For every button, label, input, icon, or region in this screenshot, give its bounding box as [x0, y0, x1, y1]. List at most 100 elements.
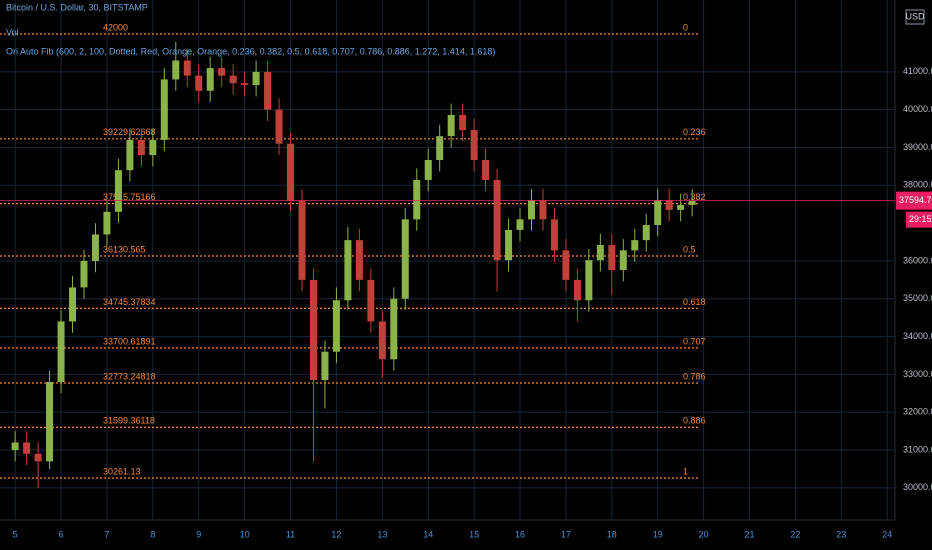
candle-body [447, 114, 455, 137]
fib-ratio-label: 1 [683, 466, 688, 476]
candle-body [413, 180, 421, 220]
candle-body [264, 71, 272, 110]
y-tick-label: 36000.00 [903, 255, 932, 265]
candle-body [344, 240, 352, 301]
candle-body [550, 219, 558, 251]
fib-ratio-label: 0.382 [683, 192, 706, 202]
candle-body [275, 109, 283, 144]
x-tick-label: 5 [13, 529, 18, 539]
price-tag [896, 191, 932, 210]
fib-price-label: 31599.36118 [103, 416, 155, 426]
countdown-tag [906, 211, 932, 228]
fib-price-label: 32773.24818 [103, 371, 156, 381]
x-tick-label: 20 [699, 529, 709, 539]
currency[interactable]: USD [905, 11, 925, 21]
fib-price-label: 33700.61891 [103, 336, 156, 346]
candles [11, 41, 696, 488]
y-tick-label: 32000.00 [903, 407, 932, 417]
candle-body [459, 114, 467, 131]
candle-body [585, 260, 593, 301]
x-tick-label: 6 [59, 529, 64, 539]
x-tick-label: 21 [744, 529, 754, 539]
candle-body [596, 245, 604, 261]
candle-body [23, 442, 31, 454]
indicator-label: Ori Auto Fib (600, 2, 100, Dotted, Red, … [6, 46, 495, 56]
fib-price-label: 39229.62668 [103, 127, 156, 137]
candle-body [195, 75, 203, 91]
y-tick-label: 35000.00 [903, 293, 932, 303]
candle-body [229, 75, 237, 84]
candle-body [608, 245, 616, 271]
candle-body [688, 200, 696, 205]
candle-body [137, 139, 145, 156]
x-tick-label: 23 [836, 529, 846, 539]
candle-body [401, 219, 409, 299]
y-tick-label: 31000.00 [903, 444, 932, 454]
candle-body [309, 279, 317, 381]
candle-body [527, 200, 535, 220]
candle-body [665, 200, 673, 210]
y-tick-label: 34000.00 [903, 331, 932, 341]
x-tick-label: 16 [515, 529, 525, 539]
candle-body [218, 68, 226, 76]
x-tick-label: 7 [104, 529, 109, 539]
fib-price-label: 34745.37834 [103, 297, 156, 307]
candle-body [287, 143, 295, 201]
candle-body [654, 200, 662, 226]
fib-price-label: 42000 [103, 22, 128, 32]
fib-price-label: 37515.75166 [103, 192, 156, 202]
candle-body [252, 71, 260, 86]
candle-body [103, 211, 111, 235]
candle-body [126, 139, 134, 171]
candle-body [482, 159, 490, 181]
candle-body [573, 279, 581, 301]
candle-body [355, 240, 363, 280]
candle-body [562, 250, 570, 280]
x-tick-label: 10 [240, 529, 250, 539]
candle-body [80, 260, 88, 288]
price-tag-label: 37594.79 [899, 195, 932, 205]
candle-body [436, 136, 444, 160]
y-tick-label: 33000.00 [903, 369, 932, 379]
x-tick-label: 13 [377, 529, 387, 539]
candle-body [160, 79, 168, 140]
candle-body [57, 321, 65, 382]
x-tick-label: 22 [790, 529, 800, 539]
fib-ratio-label: 0.886 [683, 416, 706, 426]
candle-body [505, 229, 513, 261]
candle-body [69, 287, 77, 322]
x-tick-label: 8 [150, 529, 155, 539]
candle-body [114, 170, 122, 212]
candle-body [332, 300, 340, 352]
y-tick-label: 30000.00 [903, 482, 932, 492]
candle-body [11, 442, 19, 451]
y-tick-label: 38000.00 [903, 180, 932, 190]
currency-box[interactable] [905, 9, 925, 25]
candle-body [378, 321, 386, 360]
candle-body [321, 351, 329, 381]
candle-body [206, 68, 214, 91]
candle-body [91, 234, 99, 261]
candle-body [183, 60, 191, 76]
fib-ratio-label: 0.786 [683, 371, 706, 381]
y-tick-label: 39000.00 [903, 142, 932, 152]
candle-body [493, 180, 501, 261]
candle-body [34, 453, 42, 462]
candle-body [619, 250, 627, 271]
x-tick-label: 12 [331, 529, 341, 539]
candle-body [677, 204, 685, 210]
candle-body [149, 139, 157, 156]
fib-price-label: 36130.565 [103, 244, 146, 254]
candle-body [424, 159, 432, 181]
candle-body [298, 200, 306, 280]
fib-price-label: 30261.13 [103, 466, 141, 476]
x-tick-label: 17 [561, 529, 571, 539]
candle-body [539, 200, 547, 220]
y-tick-label: 41000.00 [903, 66, 932, 76]
fib-levels: 42000 0 39229.62668 0.236 37515.75166 0.382 36… [0, 22, 706, 479]
fib-ratio-label: 0.5 [683, 244, 696, 254]
x-tick-label: 19 [653, 529, 663, 539]
x-tick-label: 11 [286, 529, 295, 539]
